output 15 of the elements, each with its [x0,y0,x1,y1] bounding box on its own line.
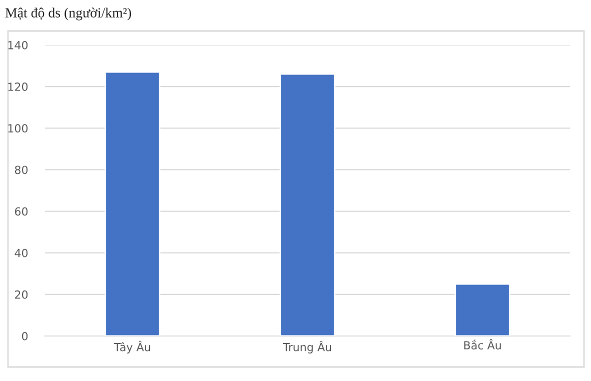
bar [104,71,160,336]
bar [280,73,336,336]
y-tick-label: 60 [14,207,28,216]
y-tick-label: 0 [22,332,28,340]
y-tick-label: 40 [14,248,28,258]
y-tick-label: 80 [14,166,28,174]
x-tick-label: Trung Âu [282,340,332,354]
x-tick-label: Tây Âu [114,340,150,354]
x-tick-label: Bắc Âu [464,339,501,350]
y-tick-label: 100 [8,124,28,133]
y-tick-label: 120 [8,82,28,91]
y-tick-label: 20 [15,290,28,299]
y-tick-label: 140 [8,40,28,50]
chart-title: Mật độ ds (người/km²) [5,8,132,20]
bar [454,283,510,336]
